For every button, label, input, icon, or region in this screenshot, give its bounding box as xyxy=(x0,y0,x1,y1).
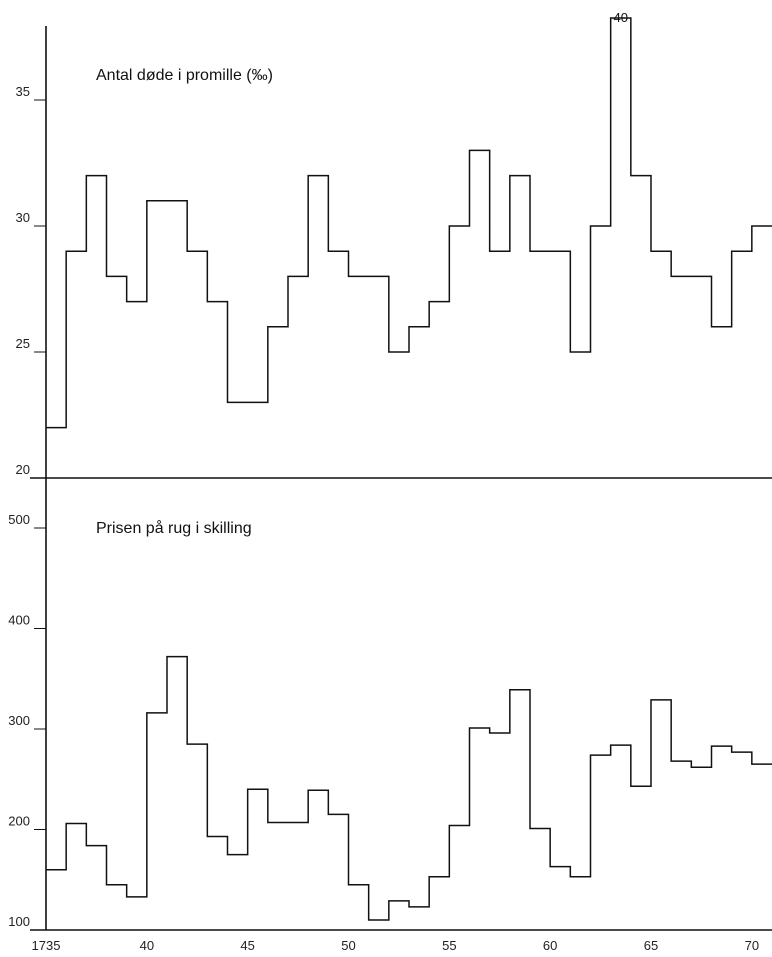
x-tick-label-7: 70 xyxy=(745,938,759,953)
rye-price-title: Prisen på rug i skilling xyxy=(96,519,252,537)
rye-price-ytick-label-0: 100 xyxy=(8,914,30,929)
x-tick-label-5: 60 xyxy=(543,938,557,953)
mortality-title: Antal døde i promille (‰) xyxy=(96,67,273,84)
x-tick-label-6: 65 xyxy=(644,938,658,953)
mortality-ytick-label-1: 25 xyxy=(16,336,30,351)
x-tick-label-0: 1735 xyxy=(32,938,61,953)
rye-price-ytick-label-2: 300 xyxy=(8,713,30,728)
rye-price-ytick-label-3: 400 xyxy=(8,613,30,628)
mortality-series-line xyxy=(46,17,772,429)
x-tick-label-2: 45 xyxy=(240,938,254,953)
rye-price-series-line xyxy=(46,655,772,921)
x-tick-label-3: 50 xyxy=(341,938,355,953)
rye-price-ytick-label-1: 200 xyxy=(8,814,30,829)
mortality-peak-label: 40 xyxy=(614,10,628,25)
x-tick-label-1: 40 xyxy=(140,938,154,953)
mortality-ytick-label-0: 20 xyxy=(16,462,30,477)
x-tick-label-4: 55 xyxy=(442,938,456,953)
rye-price-ytick-label-4: 500 xyxy=(8,512,30,527)
mortality-ytick-label-2: 30 xyxy=(16,210,30,225)
mortality-ytick-label-3: 35 xyxy=(16,84,30,99)
